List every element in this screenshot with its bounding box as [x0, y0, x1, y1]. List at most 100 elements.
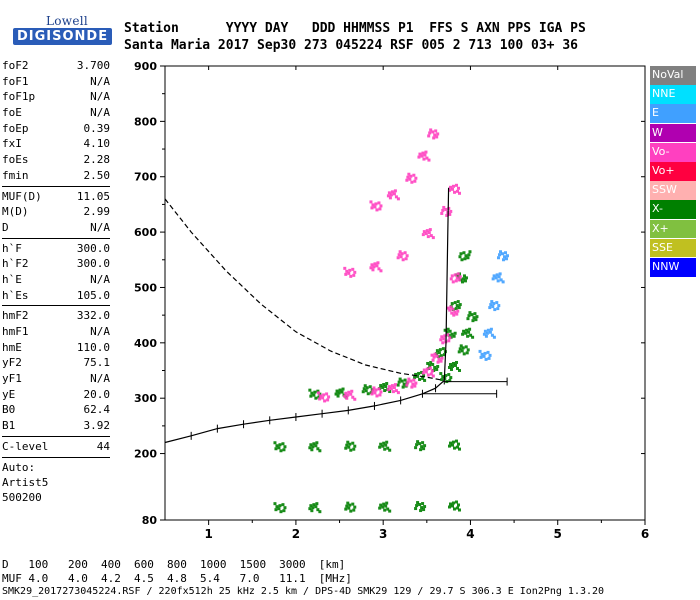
header-params-value: 005 2 713 100 03+ 36 — [421, 38, 578, 53]
y-tick-label: 400 — [134, 337, 157, 350]
echo-point — [347, 390, 351, 394]
echo-point — [396, 256, 400, 260]
legend-item-x: X- — [650, 200, 696, 220]
echo-point — [451, 187, 454, 191]
echo-point — [372, 265, 376, 269]
echo-point — [414, 381, 418, 385]
echo-point — [393, 383, 397, 387]
echo-point — [375, 264, 379, 268]
echo-point — [351, 267, 355, 271]
muf-table-row1: D 100 200 400 600 800 1000 1500 3000 [km] — [2, 558, 358, 572]
param-value: 3.700 — [76, 59, 110, 72]
echo-point — [386, 446, 390, 450]
param-row: foEp 0.39 — [2, 121, 110, 137]
y-tick-label: 300 — [134, 392, 157, 405]
echo-point — [503, 255, 506, 259]
echo-point — [432, 355, 436, 359]
echo-point — [487, 356, 491, 360]
echo-point — [450, 332, 454, 336]
param-value: N/A — [90, 106, 110, 120]
echo-point — [491, 277, 495, 281]
x-tick-label: 4 — [466, 527, 474, 541]
echo-point — [278, 443, 282, 447]
echo-point — [408, 177, 412, 181]
echo-point — [386, 194, 390, 198]
param-row: foF1p N/A — [2, 89, 110, 105]
echo-point — [471, 335, 475, 339]
echo-point — [446, 333, 450, 337]
echo-point — [458, 508, 461, 512]
echo-point — [374, 388, 378, 392]
echo-point — [497, 256, 500, 260]
echo-point — [418, 442, 422, 446]
echo-point — [345, 504, 349, 508]
echo-point — [465, 328, 469, 332]
echo-point — [274, 508, 278, 512]
echo-point — [283, 445, 287, 449]
echo-point — [347, 506, 351, 510]
echo-point — [455, 500, 458, 504]
echo-point — [460, 280, 464, 284]
echo-point — [346, 440, 350, 444]
echo-point — [362, 387, 366, 391]
muf-table-cell: 4.8 — [166, 572, 187, 585]
param-name: h`F — [2, 241, 22, 255]
echo-point — [422, 508, 426, 512]
logo-digisonde-text: DIGISONDE — [13, 28, 113, 45]
echo-point — [424, 150, 428, 154]
echo-point — [316, 447, 320, 451]
echo-point — [496, 279, 500, 283]
echo-point — [422, 157, 426, 161]
echo-point — [343, 266, 347, 270]
echo-point — [424, 370, 428, 374]
echo-point — [452, 334, 456, 338]
header-date-label: YYYY DAY — [225, 21, 289, 36]
echo-point — [410, 385, 414, 389]
echo-point — [464, 276, 468, 280]
echo-point — [449, 502, 452, 506]
muf-table-cell: 4.2 — [100, 572, 121, 585]
echo-point — [472, 316, 476, 320]
echo-point — [467, 330, 471, 334]
echo-point — [371, 268, 375, 272]
echo-point — [471, 319, 475, 323]
echo-point — [414, 507, 418, 511]
muf-table-cell: 600 — [133, 558, 154, 571]
echo-point — [414, 446, 418, 450]
echo-point — [341, 387, 345, 391]
echo-point — [444, 207, 448, 211]
echo-point — [404, 257, 408, 261]
echo-point — [445, 213, 449, 217]
echo-point — [450, 302, 454, 306]
echo-point — [461, 332, 465, 336]
echo-point — [348, 442, 352, 446]
echo-point — [461, 346, 465, 350]
echo-point — [388, 196, 392, 200]
echo-point — [440, 211, 444, 215]
echo-point — [282, 509, 286, 513]
echo-point — [384, 385, 388, 389]
echo-point — [431, 362, 435, 366]
echo-point — [390, 190, 394, 194]
echo-point — [414, 176, 418, 180]
echo-point — [318, 397, 322, 401]
echo-point — [405, 178, 409, 182]
echo-point — [386, 507, 390, 511]
echo-point — [462, 251, 466, 255]
echo-point — [325, 392, 329, 396]
echo-point — [502, 258, 505, 262]
echo-point — [439, 338, 443, 342]
echo-point — [458, 303, 462, 307]
echo-point — [409, 174, 413, 178]
param-value: 44 — [96, 439, 110, 453]
echo-point — [466, 348, 470, 352]
echo-point — [386, 388, 390, 392]
param-value: 4.10 — [83, 137, 111, 151]
echo-point — [396, 383, 400, 387]
echo-point — [311, 506, 315, 510]
echo-point — [439, 372, 443, 376]
echo-point — [281, 442, 285, 446]
param-name: D — [2, 220, 9, 234]
echo-point — [429, 234, 433, 238]
param-value: 300.0 — [76, 257, 110, 271]
